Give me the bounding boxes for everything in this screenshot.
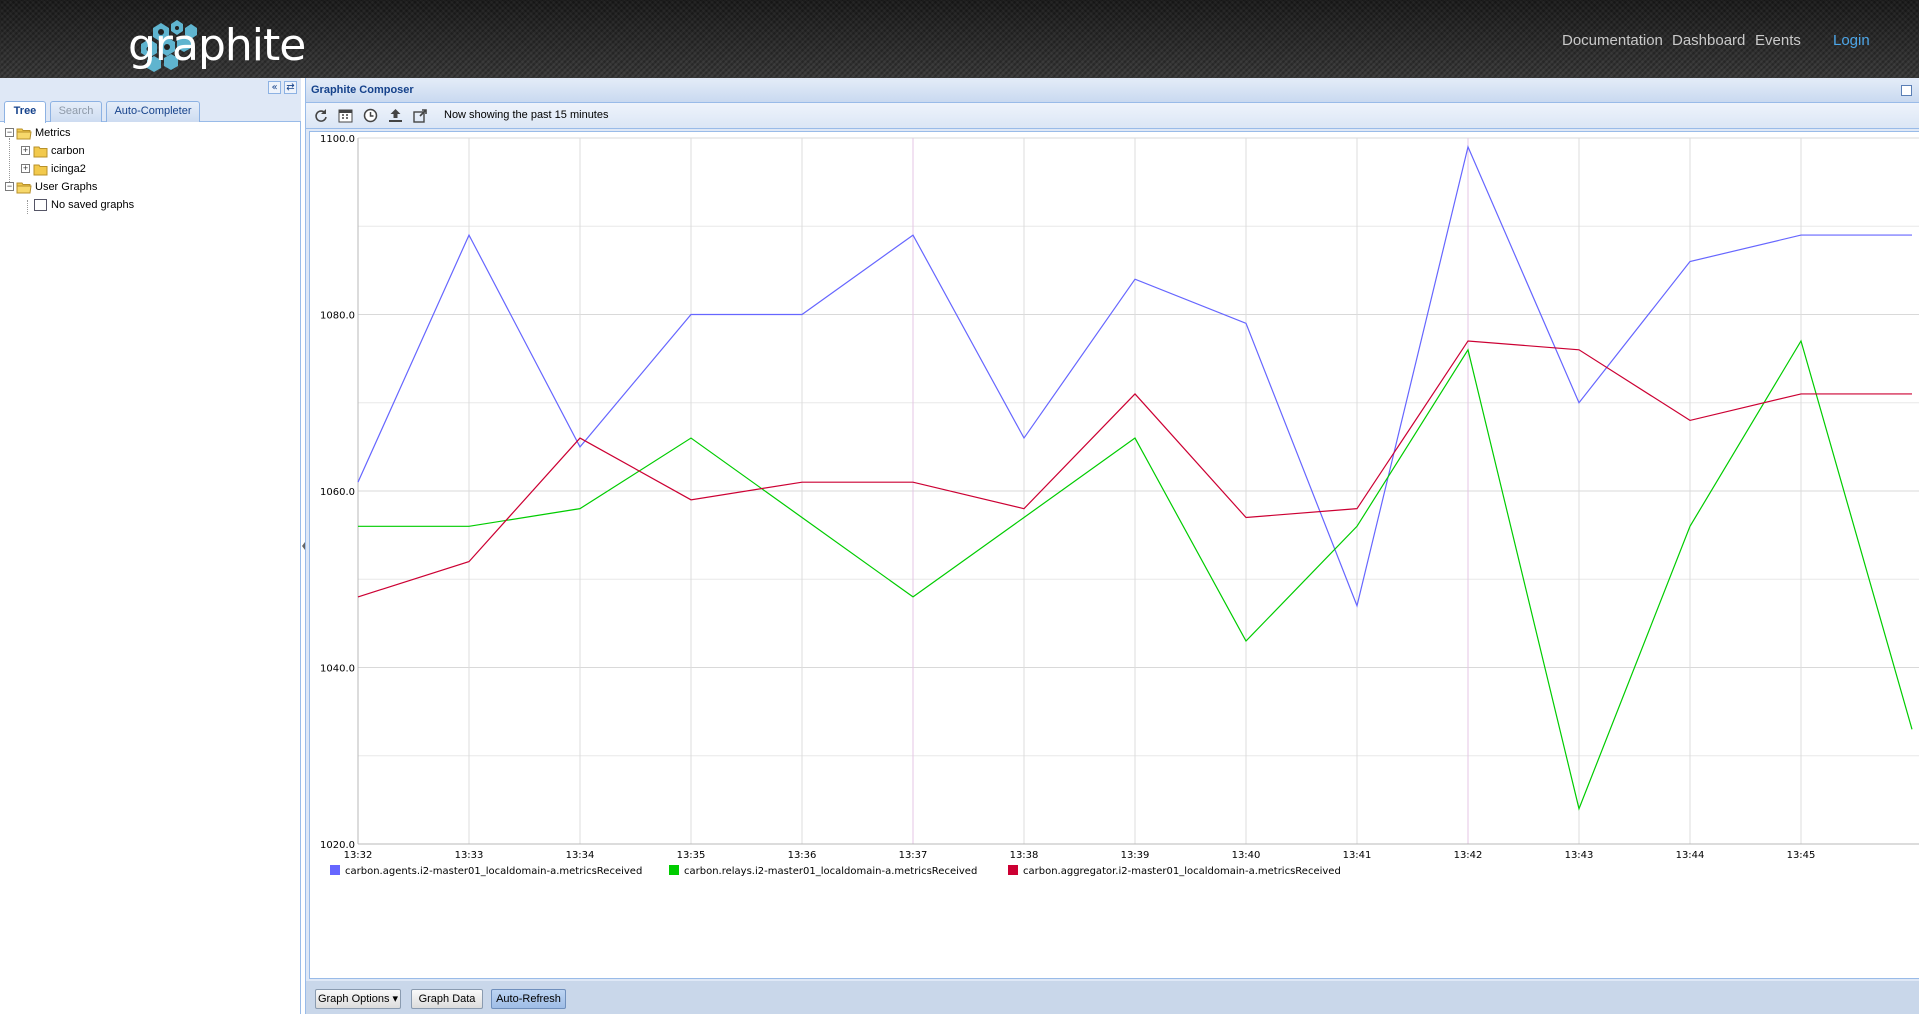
calendar-icon[interactable] (337, 107, 354, 124)
legend-swatch (330, 865, 340, 875)
tree-node-metrics[interactable]: − Metrics (0, 124, 300, 142)
graph-options-label: Graph Options (318, 993, 390, 1005)
composer-toolbar: Now showing the past 15 minutes (306, 103, 1919, 129)
x-tick-label: 13:39 (1121, 850, 1150, 861)
expand-icon[interactable]: + (21, 146, 30, 155)
clock-icon[interactable] (362, 107, 379, 124)
tab-tree[interactable]: Tree (4, 101, 46, 123)
tab-search[interactable]: Search (50, 101, 102, 122)
tree-label: carbon (51, 142, 85, 160)
top-header: graphite Documentation Dashboard Events … (0, 0, 1919, 78)
x-tick-label: 13:34 (566, 850, 595, 861)
x-tick-label: 13:43 (1565, 850, 1594, 861)
graph-document-icon (34, 199, 47, 211)
x-tick-label: 13:32 (344, 850, 373, 861)
folder-open-icon (16, 126, 32, 140)
x-tick-label: 13:40 (1232, 850, 1261, 861)
tab-auto-completer[interactable]: Auto-Completer (106, 101, 200, 122)
x-tick-label: 13:42 (1454, 850, 1483, 861)
folder-open-icon (16, 180, 32, 194)
tree-node-no-saved-graphs[interactable]: No saved graphs (0, 196, 300, 214)
x-tick-label: 13:38 (1010, 850, 1039, 861)
nav-login-link[interactable]: Login (1833, 32, 1870, 49)
x-tick-label: 13:41 (1343, 850, 1372, 861)
sync-icon[interactable]: ⇄ (284, 81, 297, 94)
graph-options-button[interactable]: Graph Options ▾ (315, 989, 401, 1009)
panel-tabs: Tree Search Auto-Completer (0, 98, 301, 122)
restore-window-icon[interactable] (1901, 85, 1912, 96)
legend-label: carbon.aggregator.i2-master01_localdomai… (1023, 866, 1341, 877)
x-tick-label: 13:36 (788, 850, 817, 861)
tree-node-carbon[interactable]: + carbon (0, 142, 300, 160)
legend-label: carbon.agents.i2-master01_localdomain-a.… (345, 866, 642, 877)
collapse-panel-icon[interactable]: « (268, 81, 281, 94)
navigation-panel: « ⇄ Tree Search Auto-Completer − Metrics… (0, 78, 301, 1014)
graph-data-button[interactable]: Graph Data (411, 989, 483, 1009)
nav-documentation-link[interactable]: Documentation (1562, 32, 1663, 49)
y-tick-label: 1080.0 (320, 311, 355, 322)
tree-label: Metrics (35, 124, 70, 142)
expand-icon[interactable]: + (21, 164, 30, 173)
panel-toolbar: « ⇄ (0, 78, 301, 98)
upload-icon[interactable] (387, 107, 404, 124)
folder-icon (33, 162, 49, 176)
legend-swatch (669, 865, 679, 875)
collapse-icon[interactable]: − (5, 128, 14, 137)
tree-node-user-graphs[interactable]: − User Graphs (0, 178, 300, 196)
logo-text: graphite (128, 22, 305, 70)
nav-dashboard-link[interactable]: Dashboard (1672, 32, 1745, 49)
refresh-icon[interactable] (312, 107, 329, 124)
x-tick-label: 13:33 (455, 850, 484, 861)
legend-swatch (1008, 865, 1018, 875)
tree-label: User Graphs (35, 178, 97, 196)
y-tick-label: 1060.0 (320, 487, 355, 498)
x-tick-label: 13:45 (1787, 850, 1816, 861)
share-icon[interactable] (412, 107, 429, 124)
legend-label: carbon.relays.i2-master01_localdomain-a.… (684, 866, 977, 877)
x-tick-label: 13:44 (1676, 850, 1705, 861)
tree-label: icinga2 (51, 160, 86, 178)
composer-title: Graphite Composer (311, 84, 414, 96)
y-tick-label: 1040.0 (320, 664, 355, 675)
composer-bottom-toolbar: Graph Options ▾ Graph Data Auto-Refresh (306, 981, 1919, 1014)
nav-events-link[interactable]: Events (1755, 32, 1801, 49)
y-tick-label: 1100.0 (320, 134, 355, 145)
x-tick-label: 13:35 (677, 850, 706, 861)
auto-refresh-button[interactable]: Auto-Refresh (491, 989, 566, 1009)
graphite-composer: Graphite Composer Now showing the past 1… (305, 78, 1919, 1014)
collapse-icon[interactable]: − (5, 182, 14, 191)
composer-title-bar: Graphite Composer (306, 80, 1919, 103)
x-tick-label: 13:37 (899, 850, 928, 861)
tree-label: No saved graphs (51, 196, 134, 214)
tree-node-icinga2[interactable]: + icinga2 (0, 160, 300, 178)
graph-area: 1020.0 1040.0 1060.0 1080.0 1100.0 13:32 13:33… (309, 131, 1919, 979)
time-range-status: Now showing the past 15 minutes (444, 109, 608, 121)
folder-icon (33, 144, 49, 158)
